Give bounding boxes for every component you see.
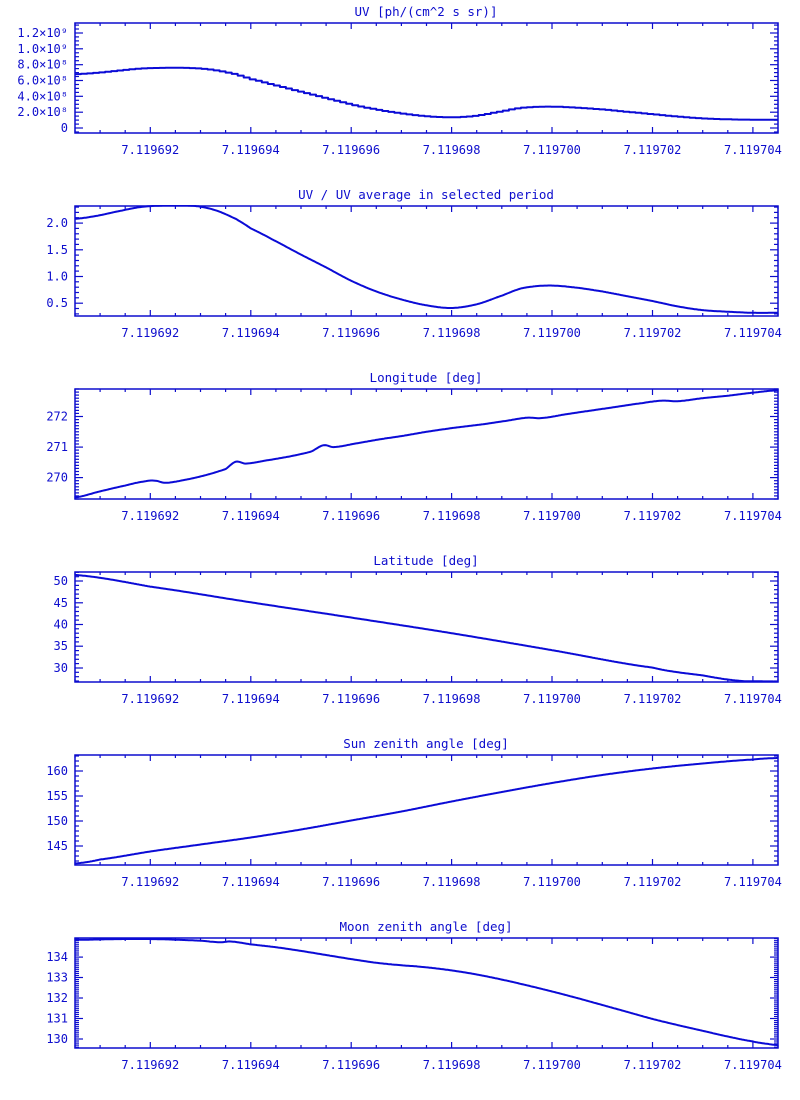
svg-text:7.119696: 7.119696 [322,509,380,523]
uv-chart-canvas: 7.119692 7.119694 7.119696 7.119698 7.119700… [17,4,782,157]
svg-text:150: 150 [46,814,68,828]
longitude-chart-title: Longitude [deg] [370,370,483,385]
svg-text:7.119700: 7.119700 [523,875,581,889]
svg-text:7.119696: 7.119696 [322,875,380,889]
svg-text:1.0×10⁹: 1.0×10⁹ [17,42,68,56]
svg-text:1.5: 1.5 [46,243,68,257]
svg-text:1.2×10⁹: 1.2×10⁹ [17,26,68,40]
svg-text:7.119700: 7.119700 [523,143,581,157]
svg-text:7.119698: 7.119698 [423,692,481,706]
svg-text:7.119702: 7.119702 [624,509,682,523]
svg-text:0.5: 0.5 [46,296,68,310]
svg-text:7.119696: 7.119696 [322,326,380,340]
svg-text:1.0: 1.0 [46,270,68,284]
svg-text:7.119692: 7.119692 [121,509,179,523]
moon-zenith-chart-canvas: 7.119692 7.119694 7.119696 7.119698 7.119700… [46,919,782,1072]
svg-text:7.119692: 7.119692 [121,326,179,340]
latitude-chart-axes: 7.119692 7.119694 7.119696 7.119698 7.119700… [54,571,782,706]
svg-text:6.0×10⁸: 6.0×10⁸ [17,74,68,88]
moon-zenith-chart-title: Moon zenith angle [deg] [339,919,512,934]
svg-text:7.119700: 7.119700 [523,692,581,706]
subplot-longitude: 7.119692 7.119694 7.119696 7.119698 7.119700… [0,366,800,549]
svg-text:7.119702: 7.119702 [624,692,682,706]
svg-text:7.119698: 7.119698 [423,509,481,523]
sun-zenith-chart-title: Sun zenith angle [deg] [343,736,509,751]
subplot-uv: 7.119692 7.119694 7.119696 7.119698 7.119700… [0,0,800,183]
svg-text:7.119700: 7.119700 [523,509,581,523]
svg-text:7.119704: 7.119704 [724,326,782,340]
svg-text:130: 130 [46,1032,68,1046]
subplot-moon-zenith: 7.119692 7.119694 7.119696 7.119698 7.119700… [0,915,800,1098]
uv-ratio-chart-axes: 7.119692 7.119694 7.119696 7.119698 7.119700… [46,205,782,340]
moon-zenith-chart-axes: 7.119692 7.119694 7.119696 7.119698 7.119700… [46,937,782,1072]
svg-text:7.119692: 7.119692 [121,143,179,157]
svg-text:7.119692: 7.119692 [121,875,179,889]
uv-chart-title: UV [ph/(cm^2 s sr)] [355,4,498,19]
svg-text:7.119702: 7.119702 [624,326,682,340]
latitude-chart-canvas: 7.119692 7.119694 7.119696 7.119698 7.119700… [54,553,782,706]
sun-zenith-chart-canvas: 7.119692 7.119694 7.119696 7.119698 7.119700… [46,736,782,889]
svg-text:134: 134 [46,950,68,964]
svg-text:7.119702: 7.119702 [624,143,682,157]
svg-text:7.119700: 7.119700 [523,326,581,340]
svg-text:0: 0 [61,121,68,135]
svg-text:8.0×10⁸: 8.0×10⁸ [17,58,68,72]
svg-text:7.119704: 7.119704 [724,143,782,157]
svg-text:270: 270 [46,471,68,485]
subplot-latitude: 7.119692 7.119694 7.119696 7.119698 7.119700… [0,549,800,732]
svg-text:132: 132 [46,991,68,1005]
svg-text:7.119698: 7.119698 [423,326,481,340]
svg-text:7.119692: 7.119692 [121,1058,179,1072]
svg-text:7.119704: 7.119704 [724,692,782,706]
svg-text:155: 155 [46,789,68,803]
svg-text:7.119698: 7.119698 [423,1058,481,1072]
svg-text:131: 131 [46,1012,68,1026]
svg-text:7.119694: 7.119694 [222,326,280,340]
svg-text:45: 45 [54,596,68,610]
latitude-chart-title: Latitude [deg] [373,553,478,568]
svg-text:35: 35 [54,639,68,653]
svg-text:160: 160 [46,764,68,778]
svg-text:2.0×10⁸: 2.0×10⁸ [17,105,68,119]
svg-text:133: 133 [46,971,68,985]
svg-text:7.119702: 7.119702 [624,875,682,889]
svg-text:7.119696: 7.119696 [322,692,380,706]
sun-zenith-chart-axes: 7.119692 7.119694 7.119696 7.119698 7.119700… [46,754,782,889]
svg-text:2.0: 2.0 [46,216,68,230]
uv-ratio-chart-title: UV / UV average in selected period [298,187,554,202]
svg-text:7.119694: 7.119694 [222,509,280,523]
svg-text:7.119702: 7.119702 [624,1058,682,1072]
svg-text:7.119696: 7.119696 [322,143,380,157]
svg-text:271: 271 [46,440,68,454]
uv-chart-axes: 7.119692 7.119694 7.119696 7.119698 7.119700… [17,22,782,157]
subplot-sun-zenith: 7.119692 7.119694 7.119696 7.119698 7.119700… [0,732,800,915]
longitude-chart-axes: 7.119692 7.119694 7.119696 7.119698 7.119700… [46,388,782,523]
svg-text:7.119704: 7.119704 [724,509,782,523]
svg-text:7.119698: 7.119698 [423,875,481,889]
svg-text:7.119698: 7.119698 [423,143,481,157]
svg-text:7.119704: 7.119704 [724,875,782,889]
uv-ratio-chart-canvas: 7.119692 7.119694 7.119696 7.119698 7.119700… [46,187,782,340]
svg-text:7.119700: 7.119700 [523,1058,581,1072]
svg-text:7.119694: 7.119694 [222,692,280,706]
svg-text:7.119694: 7.119694 [222,875,280,889]
svg-text:7.119694: 7.119694 [222,143,280,157]
svg-text:7.119704: 7.119704 [724,1058,782,1072]
svg-text:7.119696: 7.119696 [322,1058,380,1072]
svg-text:145: 145 [46,839,68,853]
svg-text:40: 40 [54,618,68,632]
svg-text:4.0×10⁸: 4.0×10⁸ [17,89,68,103]
svg-text:272: 272 [46,410,68,424]
svg-text:7.119694: 7.119694 [222,1058,280,1072]
svg-text:7.119692: 7.119692 [121,692,179,706]
longitude-chart-canvas: 7.119692 7.119694 7.119696 7.119698 7.119700… [46,370,782,523]
svg-text:30: 30 [54,661,68,675]
subplot-uv-ratio: 7.119692 7.119694 7.119696 7.119698 7.119700… [0,183,800,366]
svg-text:50: 50 [54,574,68,588]
